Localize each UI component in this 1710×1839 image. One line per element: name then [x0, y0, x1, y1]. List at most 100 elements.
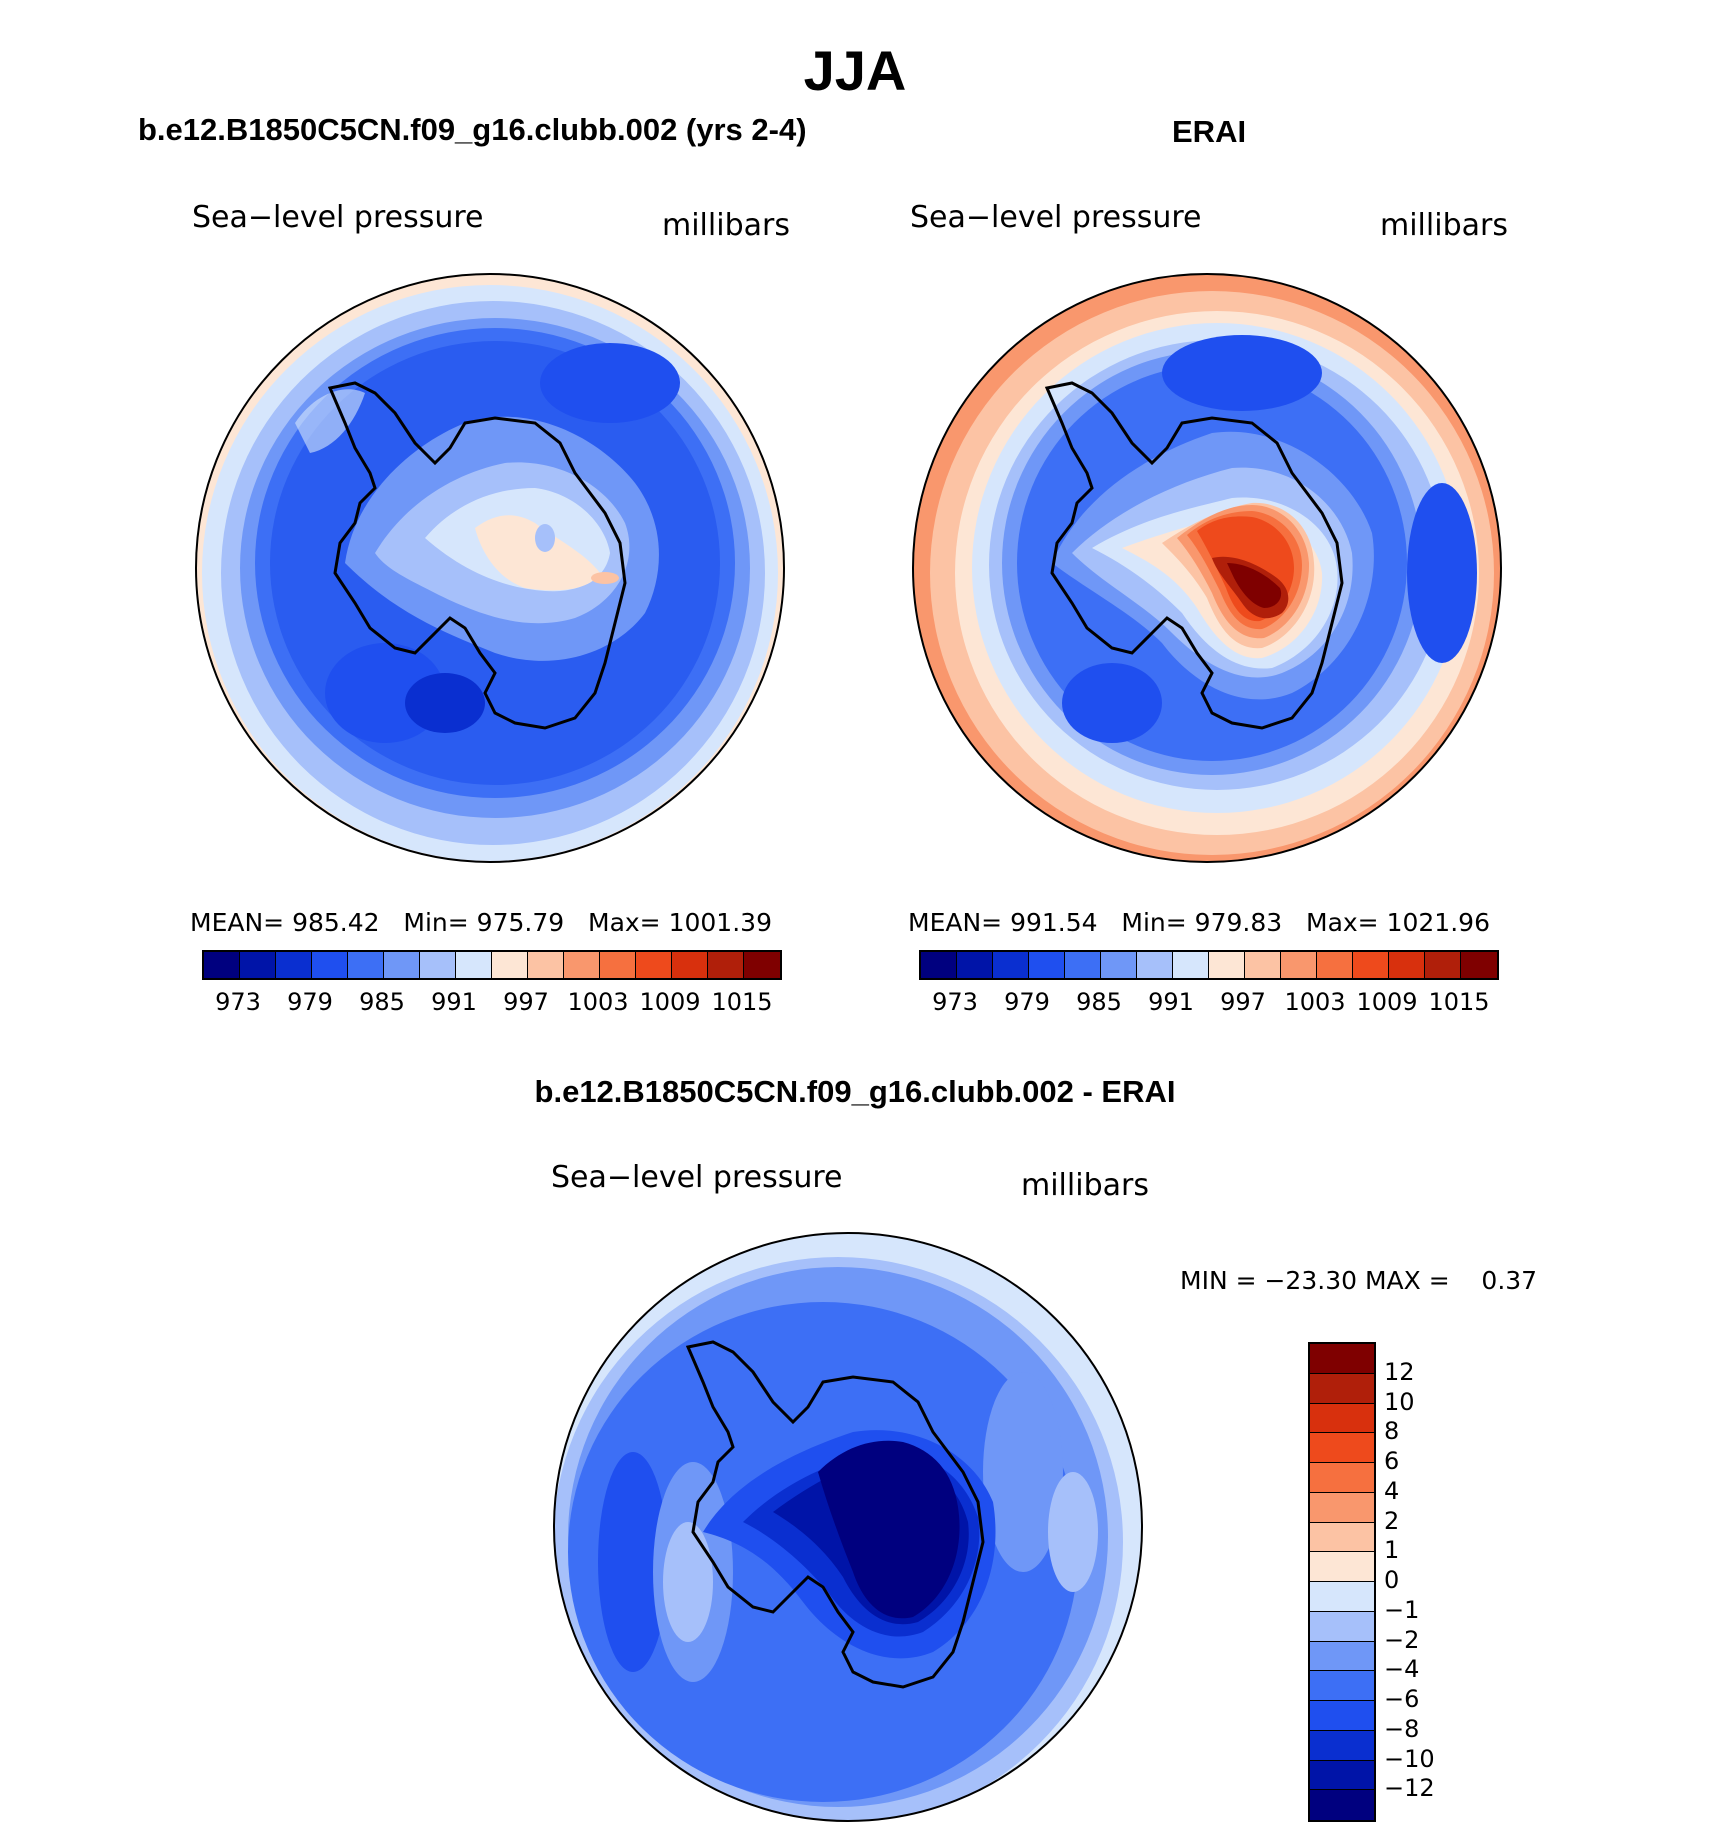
colorbar-segment — [312, 952, 348, 978]
colorbar-segment — [1173, 952, 1209, 978]
colorbar-tick-label: 1 — [1384, 1536, 1400, 1565]
map-1-boundary — [195, 273, 785, 863]
panel-3-title: b.e12.B1850C5CN.f09_g16.clubb.002 - ERAI — [534, 1074, 1176, 1109]
colorbar-segment — [240, 952, 276, 978]
colorbar-tick-label: 985 — [1076, 988, 1122, 1016]
max-label: Max= — [1306, 908, 1379, 937]
colorbar-segment — [1310, 1641, 1374, 1672]
colorbar-segment — [708, 952, 744, 978]
colorbar-tick-label: −4 — [1384, 1655, 1420, 1684]
colorbar-segment — [1310, 1463, 1374, 1493]
colorbar-tick-label: −6 — [1384, 1685, 1420, 1713]
colorbar-segment — [528, 952, 564, 978]
colorbar-tick-label: −10 — [1384, 1744, 1435, 1773]
panel-3-variable-label: Sea−level pressure — [551, 1160, 843, 1195]
colorbar-segment — [1310, 1344, 1374, 1374]
colorbar-segment — [1353, 952, 1389, 978]
max-value: 1001.39 — [668, 908, 772, 937]
colorbar-tick-label: −12 — [1384, 1774, 1435, 1803]
colorbar-tick-label: −8 — [1384, 1714, 1420, 1743]
map-2-boundary — [912, 273, 1502, 863]
colorbar-segment — [420, 952, 456, 978]
colorbar-segment — [1317, 952, 1353, 978]
colorbar-tick-label: 997 — [503, 988, 549, 1016]
mean-label: MEAN= — [908, 908, 1003, 937]
colorbar-1 — [202, 950, 782, 980]
min-value: 975.79 — [476, 908, 565, 937]
colorbar-segment — [1101, 952, 1137, 978]
colorbar-segment — [957, 952, 993, 978]
colorbar-segment — [1389, 952, 1425, 978]
colorbar-segment — [1310, 1671, 1374, 1701]
mean-value: 991.54 — [1010, 908, 1098, 937]
map-3-polar-plot — [553, 1232, 1143, 1822]
colorbar-segment — [1310, 1373, 1374, 1404]
panel-2-units-label: millibars — [1380, 208, 1508, 243]
colorbar-tick-label: 8 — [1384, 1417, 1400, 1446]
colorbar-segment — [276, 952, 312, 978]
panel-3-stats: MIN = −23.30 MAX = 0.37 — [1180, 1266, 1538, 1295]
colorbar-segment — [993, 952, 1029, 978]
colorbar-tick-label: 1003 — [1284, 988, 1346, 1016]
panel-2-stats: MEAN= 991.54 Min= 979.83 Max= 1021.96 — [908, 908, 1490, 937]
colorbar-tick-label: 1009 — [639, 988, 701, 1016]
colorbar-segment — [1310, 1790, 1374, 1820]
colorbar-tick-label: 985 — [359, 988, 405, 1016]
colorbar-segment — [1310, 1492, 1374, 1523]
colorbar-segment — [1310, 1701, 1374, 1731]
colorbar-segment — [921, 952, 957, 978]
panel-1-variable-label: Sea−level pressure — [192, 200, 484, 235]
colorbar-tick-label: 2 — [1384, 1506, 1400, 1535]
colorbar-2-ticks: 973 979 985 991 997 1003 1009 1015 — [919, 988, 1495, 1018]
max-label: Max= — [588, 908, 661, 937]
colorbar-segment — [348, 952, 384, 978]
colorbar-segment — [204, 952, 240, 978]
min-value: 979.83 — [1194, 908, 1283, 937]
mean-label: MEAN= — [190, 908, 285, 937]
colorbar-tick-label: 979 — [1004, 988, 1050, 1016]
panel-1-title: b.e12.B1850C5CN.f09_g16.clubb.002 (yrs 2… — [138, 112, 807, 147]
colorbar-1-ticks: 973 979 985 991 997 1003 1009 1015 — [202, 988, 778, 1018]
colorbar-difference — [1308, 1342, 1376, 1822]
colorbar-tick-label: 1015 — [711, 988, 773, 1016]
colorbar-tick-label: 1015 — [1428, 988, 1490, 1016]
colorbar-tick-label: 997 — [1220, 988, 1266, 1016]
colorbar-segment — [1065, 952, 1101, 978]
colorbar-tick-label: 991 — [1148, 988, 1194, 1016]
map-1-polar-plot — [195, 273, 785, 863]
min-label: Min= — [403, 908, 469, 937]
colorbar-segment — [384, 952, 420, 978]
map-1-coastline — [327, 381, 627, 730]
map-3-coastline — [685, 1340, 985, 1689]
colorbar-tick-label: 973 — [215, 988, 261, 1016]
colorbar-segment — [1137, 952, 1173, 978]
figure-title: JJA — [803, 39, 907, 102]
colorbar-tick-label: −1 — [1384, 1595, 1420, 1624]
colorbar-segment — [1310, 1760, 1374, 1791]
colorbar-segment — [1310, 1582, 1374, 1612]
mean-value: 985.42 — [292, 908, 380, 937]
colorbar-2 — [919, 950, 1499, 980]
colorbar-segment — [600, 952, 636, 978]
panel-2-variable-label: Sea−level pressure — [910, 200, 1202, 235]
colorbar-tick-label: 1003 — [567, 988, 629, 1016]
colorbar-tick-label: 10 — [1384, 1387, 1415, 1416]
min-label: Min= — [1121, 908, 1187, 937]
colorbar-tick-label: 0 — [1384, 1566, 1400, 1594]
colorbar-tick-label: 6 — [1384, 1447, 1400, 1475]
colorbar-segment — [1310, 1552, 1374, 1582]
colorbar-difference-labels: 12 10 8 6 4 2 1 0 −1 −2 −4 −6 −8 −10 −12 — [1384, 1342, 1464, 1818]
colorbar-segment — [636, 952, 672, 978]
colorbar-segment — [1245, 952, 1281, 978]
colorbar-tick-label: −2 — [1384, 1625, 1420, 1654]
colorbar-segment — [744, 952, 780, 978]
colorbar-segment — [1310, 1522, 1374, 1553]
colorbar-segment — [492, 952, 528, 978]
map-2-coastline — [1044, 381, 1344, 730]
colorbar-segment — [1281, 952, 1317, 978]
colorbar-segment — [564, 952, 600, 978]
colorbar-segment — [1461, 952, 1497, 978]
colorbar-tick-label: 12 — [1384, 1357, 1415, 1386]
panel-1-units-label: millibars — [662, 208, 790, 243]
panel-2-title: ERAI — [1172, 114, 1247, 149]
